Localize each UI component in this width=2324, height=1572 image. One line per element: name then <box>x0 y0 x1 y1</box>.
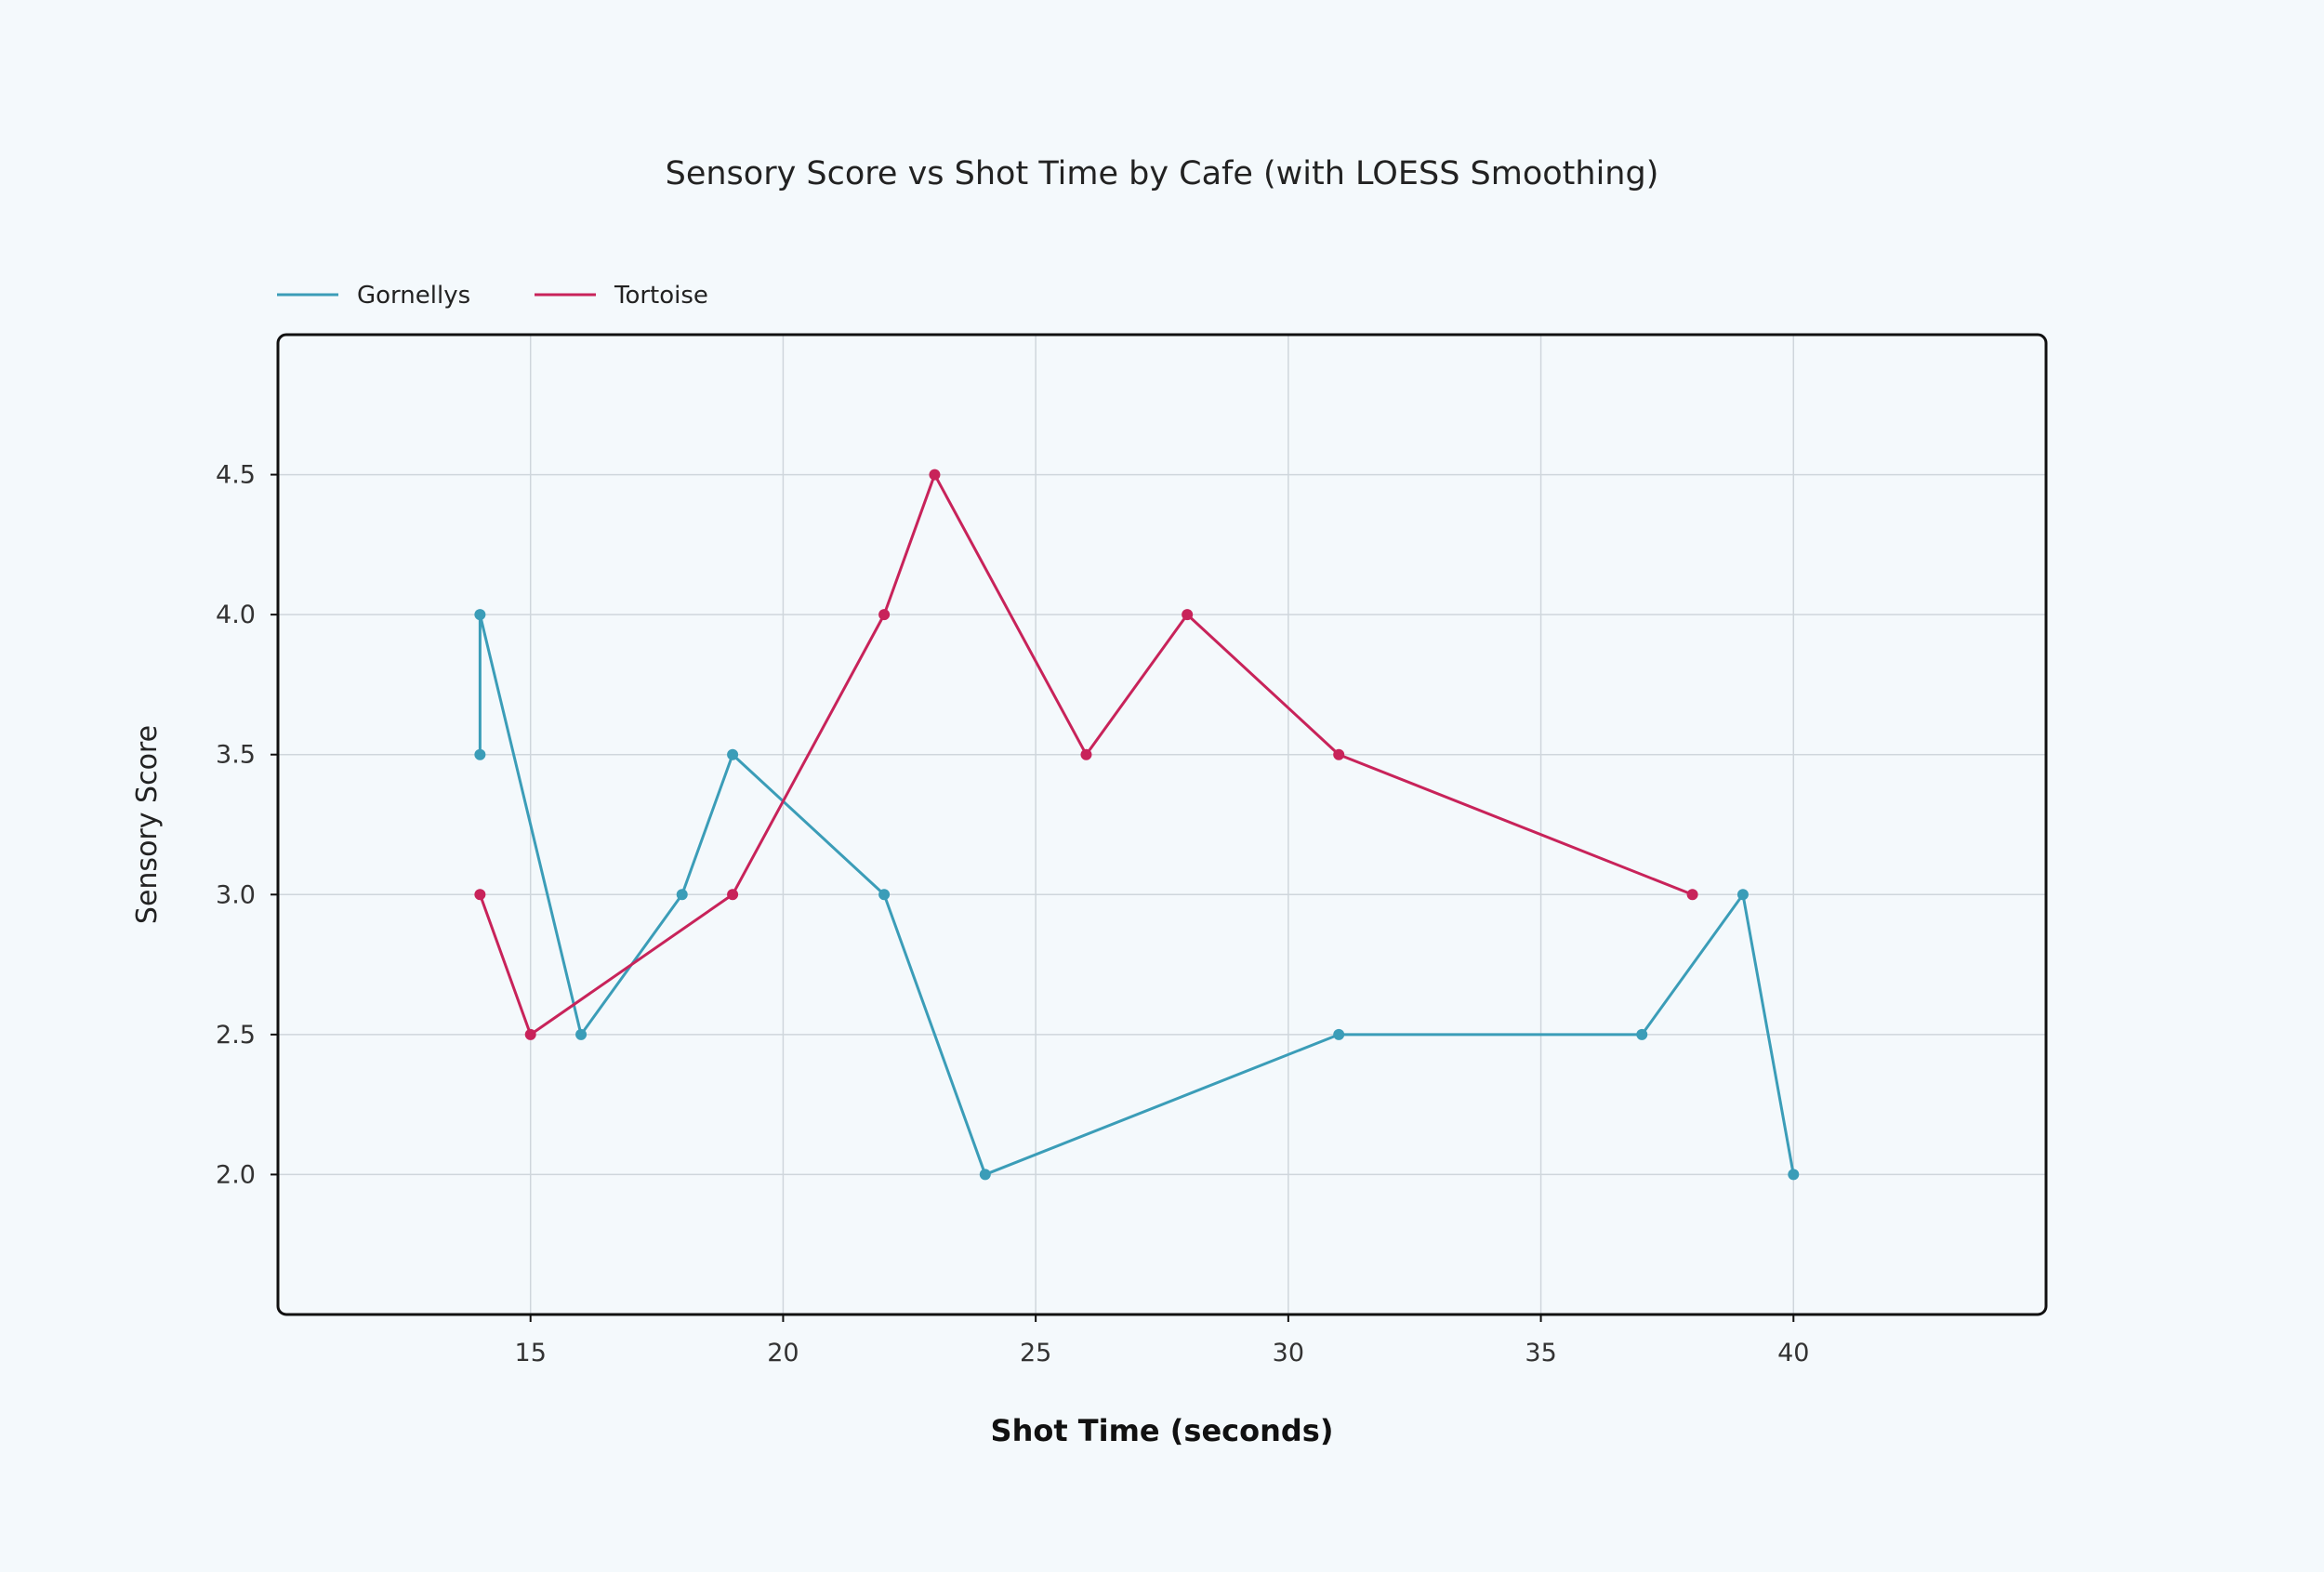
series-gornellys <box>474 609 1800 1181</box>
data-point-tortoise[interactable] <box>878 609 891 621</box>
data-point-tortoise[interactable] <box>1686 889 1698 901</box>
data-point-gornellys[interactable] <box>474 609 486 621</box>
data-point-gornellys[interactable] <box>1788 1169 1800 1181</box>
x-tick-label: 35 <box>1525 1339 1556 1367</box>
data-point-tortoise[interactable] <box>474 889 486 901</box>
data-point-gornellys[interactable] <box>1636 1028 1648 1040</box>
y-tick-label: 4.0 <box>216 601 256 629</box>
legend-item-gornellys[interactable]: Gornellys <box>277 282 470 310</box>
plot-frame <box>276 333 2048 1316</box>
data-point-gornellys[interactable] <box>474 748 486 760</box>
data-point-gornellys[interactable] <box>878 889 891 901</box>
data-point-gornellys[interactable] <box>676 889 688 901</box>
chart-title: Sensory Score vs Shot Time by Cafe (with… <box>666 155 1659 192</box>
data-point-tortoise[interactable] <box>524 1028 536 1040</box>
series-layer <box>474 469 1800 1181</box>
data-point-gornellys[interactable] <box>1736 889 1749 901</box>
legend-label: Gornellys <box>357 282 470 310</box>
x-tick-label: 20 <box>767 1339 799 1367</box>
y-axis-label: Sensory Score <box>131 725 164 924</box>
data-point-gornellys[interactable] <box>575 1028 588 1040</box>
data-point-tortoise[interactable] <box>1080 748 1092 760</box>
y-tick-label: 4.5 <box>216 461 256 490</box>
y-axis-ticks: 2.0 2.5 3.0 3.5 4.0 4.5 <box>216 461 278 1189</box>
data-point-tortoise[interactable] <box>727 889 739 901</box>
y-tick-label: 3.5 <box>216 741 256 770</box>
data-point-tortoise[interactable] <box>929 469 941 481</box>
data-point-gornellys[interactable] <box>979 1169 991 1181</box>
y-tick-label: 3.0 <box>216 880 256 909</box>
data-point-gornellys[interactable] <box>727 748 739 760</box>
data-point-tortoise[interactable] <box>1182 609 1194 621</box>
x-tick-label: 30 <box>1273 1339 1304 1367</box>
x-tick-label: 15 <box>515 1339 547 1367</box>
x-tick-label: 25 <box>1020 1339 1051 1367</box>
legend-item-tortoise[interactable]: Tortoise <box>535 282 708 310</box>
x-axis-ticks: 15 20 25 30 35 40 <box>515 1314 1809 1367</box>
grid <box>278 335 2046 1314</box>
x-axis-label: Shot Time (seconds) <box>991 1413 1334 1448</box>
y-tick-label: 2.5 <box>216 1021 256 1050</box>
legend-label: Tortoise <box>614 282 708 310</box>
legend: Gornellys Tortoise <box>277 282 708 310</box>
data-point-gornellys[interactable] <box>1333 1028 1345 1040</box>
data-point-tortoise[interactable] <box>1333 748 1345 760</box>
x-tick-label: 40 <box>1777 1339 1809 1367</box>
series-tortoise <box>474 469 1698 1040</box>
y-tick-label: 2.0 <box>216 1160 256 1189</box>
